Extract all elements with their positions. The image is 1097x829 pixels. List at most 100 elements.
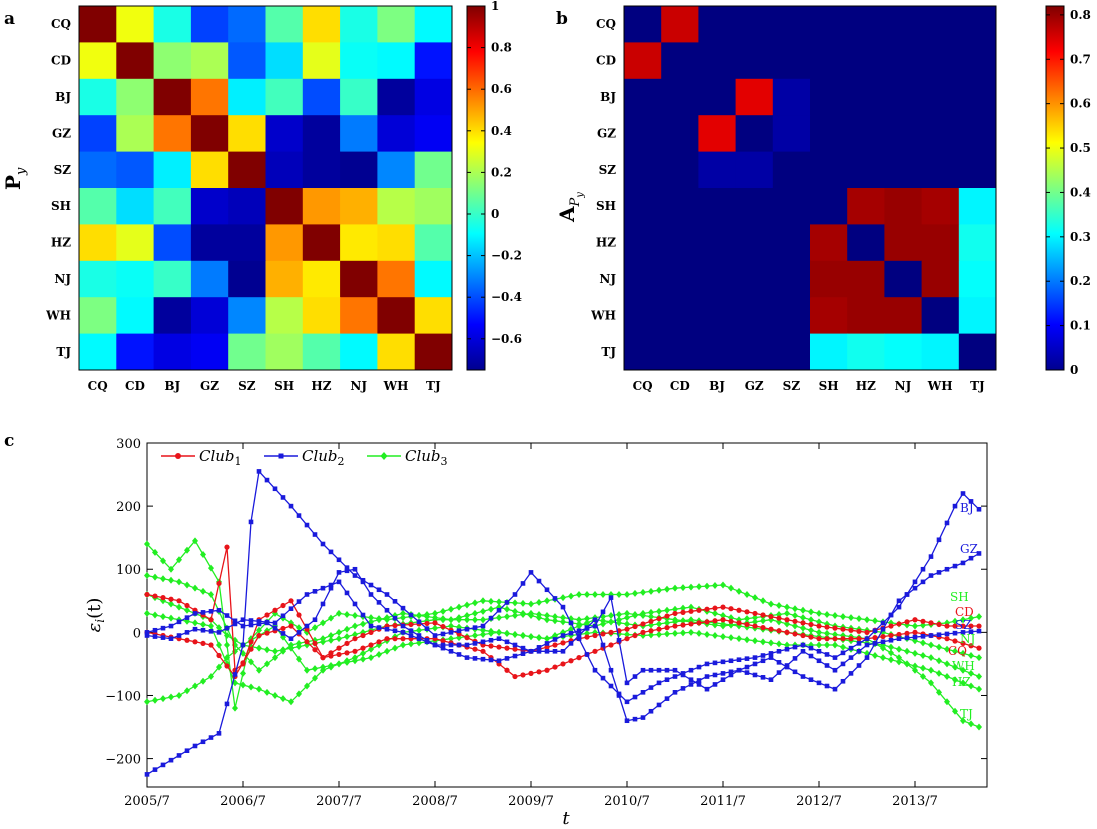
series-point xyxy=(424,620,430,627)
series-point xyxy=(544,587,550,593)
series-point xyxy=(440,638,446,644)
series-point xyxy=(336,579,342,585)
series-point xyxy=(192,682,198,690)
heatmap-b-cell-CD-TJ xyxy=(958,42,997,80)
series-point xyxy=(472,646,478,652)
legend-label-club3: Club3 xyxy=(405,447,448,468)
series-point xyxy=(328,632,334,640)
series-point xyxy=(272,486,278,492)
heatmap-a-cell-SZ-TJ xyxy=(414,151,453,189)
series-point xyxy=(168,623,174,629)
series-point xyxy=(584,652,590,657)
heatmap-a-row-label: GZ xyxy=(52,126,71,140)
series-point xyxy=(896,621,902,627)
series-point xyxy=(144,633,150,638)
series-point xyxy=(536,634,542,642)
series-point xyxy=(192,639,198,645)
series-point xyxy=(480,607,486,615)
series-point xyxy=(664,613,670,619)
series-point xyxy=(176,598,182,604)
colorbar-b-tick-label: 0.2 xyxy=(1070,274,1091,288)
series-point xyxy=(256,626,262,634)
series-point xyxy=(504,667,510,673)
heatmap-a-col-labels: CQ CD BJ GZ SZ SH HZ NJ WH TJ xyxy=(88,379,441,393)
series-point xyxy=(560,614,566,622)
series-point xyxy=(248,646,254,652)
series-point xyxy=(200,640,206,647)
heatmap-b-cell-BJ-BJ xyxy=(698,78,737,116)
series-point xyxy=(168,693,174,701)
series-point xyxy=(824,641,830,649)
colorbar-b-tick-label: 0.7 xyxy=(1070,52,1091,66)
panel-label-c: c xyxy=(4,431,14,451)
series-point xyxy=(680,629,686,637)
heatmap-b-cell-NJ-HZ xyxy=(847,260,885,298)
series-point xyxy=(488,597,494,605)
heatmap-b-cell-BJ-HZ xyxy=(847,78,885,116)
series-point xyxy=(480,623,486,629)
series-point xyxy=(344,568,350,574)
heatmap-a-col-label: TJ xyxy=(426,379,441,393)
series-point xyxy=(864,655,870,660)
heatmap-b-row-label: TJ xyxy=(601,345,616,359)
series-point xyxy=(608,629,614,635)
series-point xyxy=(840,613,846,621)
series-point xyxy=(912,666,918,674)
series-point xyxy=(752,672,758,678)
heatmap-b-row-label: SH xyxy=(596,199,616,213)
series-point xyxy=(904,619,910,625)
series-point xyxy=(360,612,366,618)
series-point xyxy=(536,610,542,618)
heatmap-b-cell-TJ-SZ xyxy=(772,333,811,371)
heatmap-a-cell-CQ-SH xyxy=(265,6,304,43)
series-point xyxy=(696,664,702,670)
series-point xyxy=(224,544,230,550)
x-tick-label: 2010/7 xyxy=(604,794,650,809)
series-point xyxy=(200,627,206,633)
series-point xyxy=(792,644,798,650)
series-point xyxy=(384,647,390,655)
series-point xyxy=(952,503,958,509)
colorbar-b-tick-label: 0.1 xyxy=(1070,319,1091,333)
series-point xyxy=(888,643,894,651)
series-point xyxy=(336,635,342,643)
series-point xyxy=(872,628,878,634)
series-point xyxy=(648,667,654,673)
series-point xyxy=(648,685,654,690)
heatmap-b-cell-TJ-GZ xyxy=(735,333,774,371)
series-point xyxy=(288,698,294,706)
heatmap-a-cell-TJ-WH xyxy=(377,333,416,371)
heatmap-b-row-label: SZ xyxy=(599,163,617,177)
series-point xyxy=(424,626,430,631)
series-point xyxy=(744,636,750,644)
series-point xyxy=(728,658,734,664)
series-point xyxy=(808,634,814,640)
series-point xyxy=(480,597,486,605)
series-point xyxy=(392,644,398,652)
series-point xyxy=(440,645,446,651)
series-point xyxy=(624,680,630,686)
series-point xyxy=(448,616,454,624)
series-point xyxy=(824,610,830,618)
series-point xyxy=(224,701,230,707)
series-point xyxy=(816,636,822,642)
series-point xyxy=(568,620,574,626)
heatmap-a-cell-CD-HZ xyxy=(302,42,341,80)
series-point xyxy=(680,584,686,592)
series-point xyxy=(192,743,198,749)
series-point xyxy=(264,612,270,618)
series-point xyxy=(888,649,894,657)
series-point xyxy=(928,633,934,638)
heatmap-a-cell-SZ-CQ xyxy=(79,151,117,189)
series-point xyxy=(752,614,758,622)
series-point xyxy=(832,686,838,692)
series-point xyxy=(784,620,790,628)
series-point xyxy=(296,643,302,651)
series-point xyxy=(344,658,350,666)
series-point xyxy=(336,609,342,617)
series-point xyxy=(448,605,454,613)
series-point xyxy=(808,608,814,616)
series-point xyxy=(512,607,518,615)
heatmap-b-cell-GZ-SZ xyxy=(772,115,811,153)
heatmap-a-cell-BJ-BJ xyxy=(153,78,192,116)
